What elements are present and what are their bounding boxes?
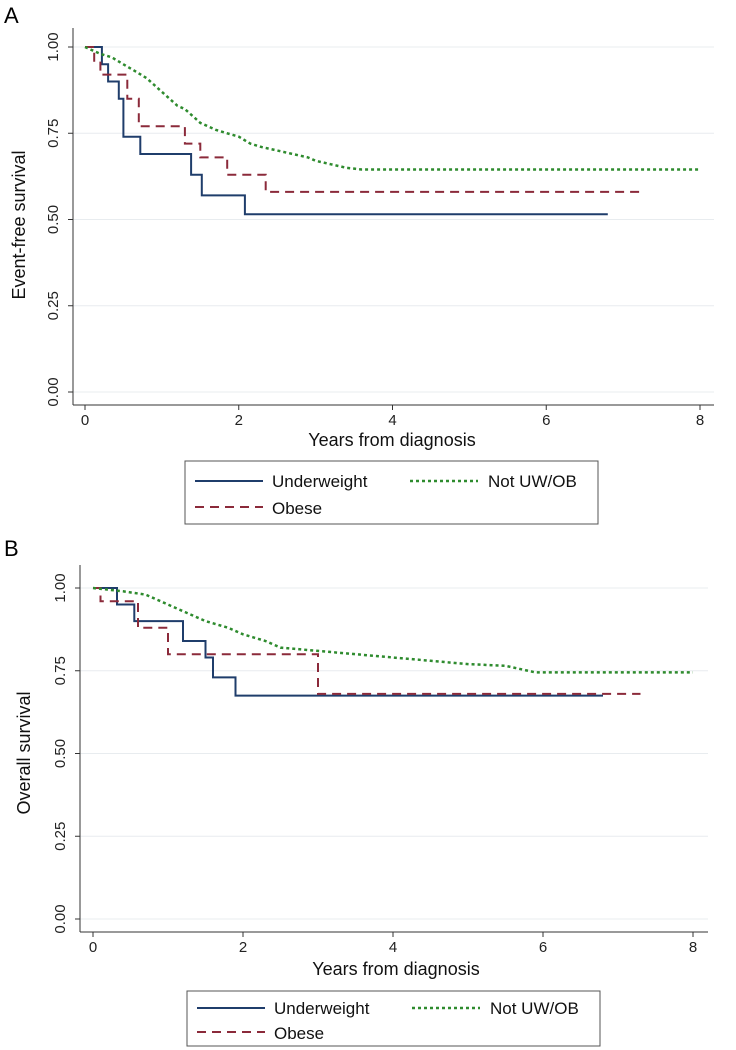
panel-a-series-obese — [85, 46, 643, 193]
panel-b-x-tick-label: 4 — [389, 939, 397, 956]
panel-a-y-tick-label: 0.25 — [45, 291, 62, 320]
panel-b-label: B — [4, 536, 19, 561]
panel-a-x-axis-label: Years from diagnosis — [308, 430, 475, 450]
panel-b-x-tick-label: 8 — [689, 939, 697, 956]
panel-a-legend-box — [184, 460, 599, 525]
panel-b-legend-label-underweight: Underweight — [274, 999, 370, 1018]
panel-b-x-tick-label: 2 — [239, 939, 247, 956]
panel-b-x-axis-label: Years from diagnosis — [312, 959, 479, 979]
panel-b-x-tick-label: 6 — [539, 939, 547, 956]
panel-a-legend-label-obese: Obese — [272, 499, 322, 518]
panel-a-series-underweight — [85, 46, 608, 216]
panel-a-y-tick-label: 0.75 — [45, 119, 62, 148]
panel-b-legend-label-not-uwob: Not UW/OB — [490, 999, 579, 1018]
panel-a-y-tick-label: 0.00 — [45, 377, 62, 406]
panel-b-x-tick-label: 0 — [89, 939, 97, 956]
panel-a-series-not-uw-ob — [84, 45, 700, 171]
panel-b-y-tick-label: 0.00 — [52, 904, 69, 933]
panel-a-x-tick-label: 0 — [81, 412, 89, 429]
panel-a-x-tick-label: 6 — [542, 412, 550, 429]
panel-a-background — [73, 28, 714, 405]
panel-a-plot-area: 0.00 0.25 0.50 0.75 1.00 0 2 4 6 8 — [45, 28, 714, 429]
panel-b-y-tick-label: 0.25 — [52, 822, 69, 851]
panel-b-series-not-uw-ob — [92, 586, 693, 674]
panel-a-label: A — [4, 3, 19, 28]
panel-a-x-tick-label: 4 — [388, 412, 396, 429]
panel-a-y-axis-label: Event-free survival — [9, 150, 29, 299]
panel-b-y-tick-label: 1.00 — [52, 573, 69, 602]
panel-b-plot-area: 0.00 0.25 0.50 0.75 1.00 0 2 4 6 8 — [52, 565, 708, 956]
panel-b-y-axis-label: Overall survival — [14, 691, 34, 814]
panel-b-legend-label-obese: Obese — [274, 1024, 324, 1043]
panel-a-x-tick-label: 2 — [235, 412, 243, 429]
panel-a-x-tick-label: 8 — [696, 412, 704, 429]
panel-b-background — [80, 565, 708, 932]
panel-a-legend: Underweight Not UW/OB Obese — [184, 460, 599, 525]
panel-a-y-tick-label: 0.50 — [45, 205, 62, 234]
panel-b-series-underweight — [93, 587, 603, 697]
panel-a-y-tick-label: 1.00 — [45, 32, 62, 61]
panel-b-y-tick-label: 0.75 — [52, 656, 69, 685]
panel-b-y-tick-label: 0.50 — [52, 739, 69, 768]
panel-a-legend-label-underweight: Underweight — [272, 472, 368, 491]
panel-a-legend-label-not-uwob: Not UW/OB — [488, 472, 577, 491]
panel-b-legend: Underweight Not UW/OB Obese — [186, 990, 601, 1047]
panel-b-legend-box — [186, 990, 601, 1047]
